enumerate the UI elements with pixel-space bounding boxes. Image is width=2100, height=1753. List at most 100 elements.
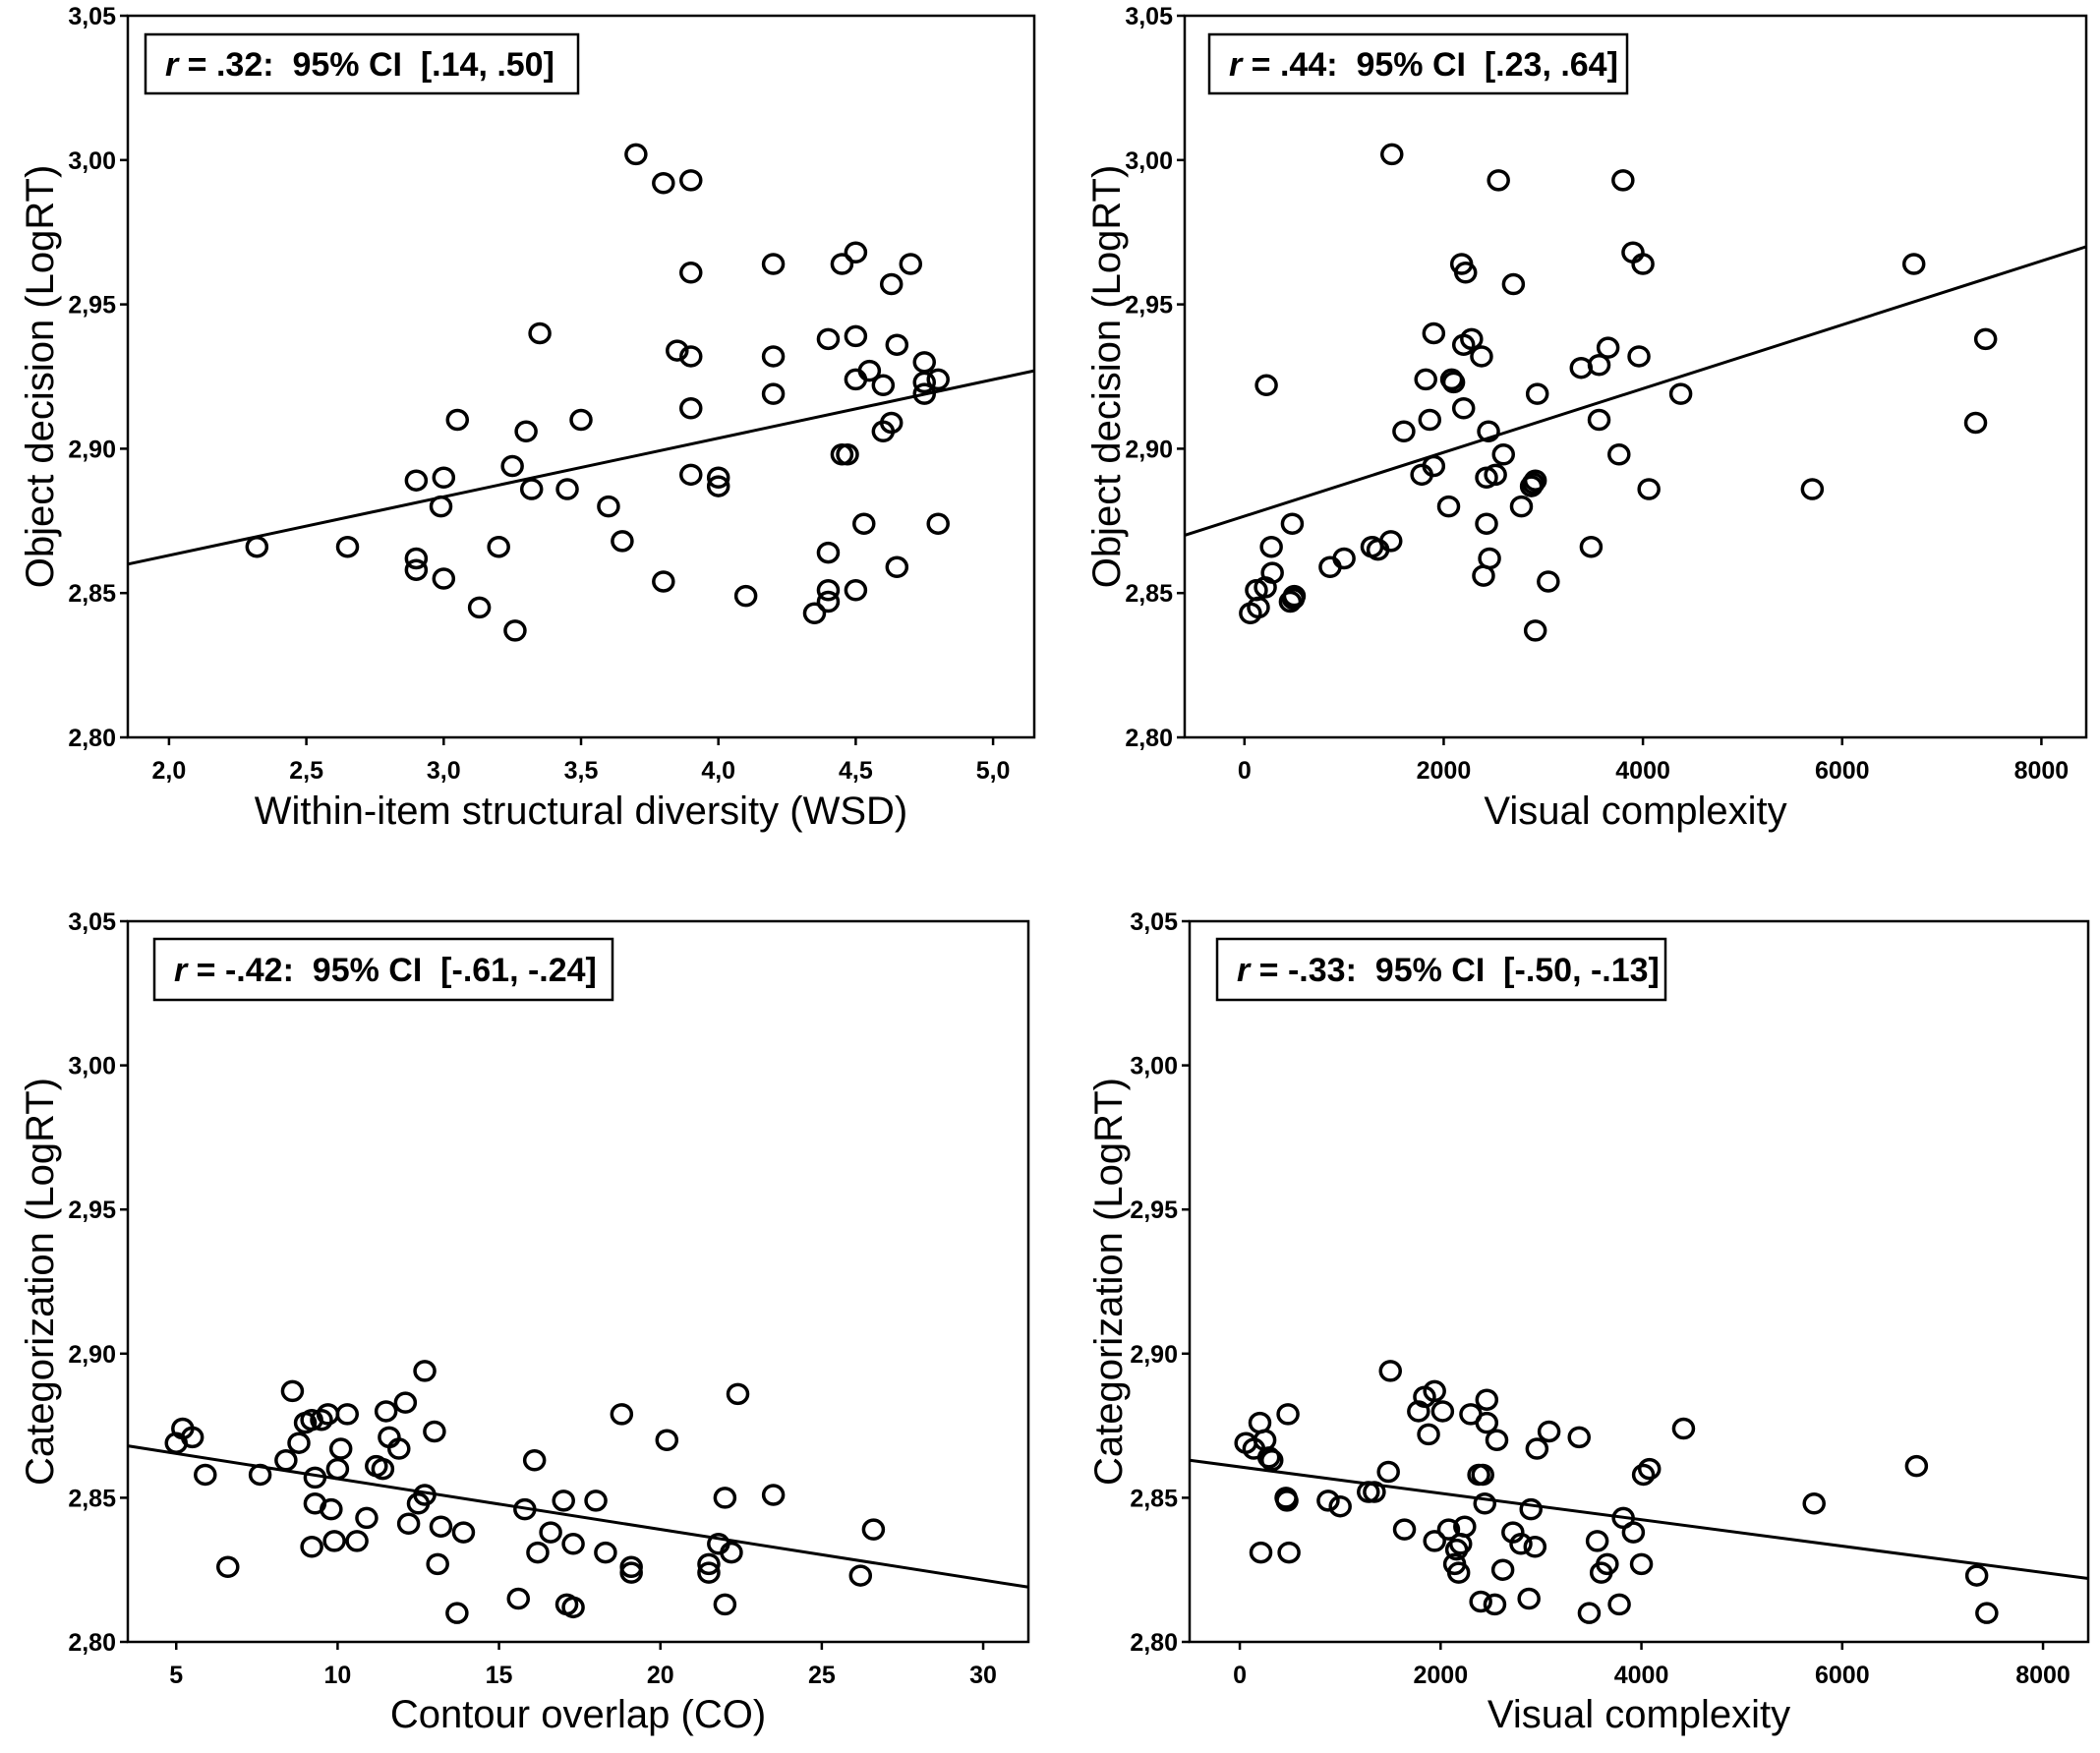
data-point xyxy=(655,1429,679,1452)
data-point xyxy=(844,579,868,602)
data-point xyxy=(423,1420,446,1443)
data-point xyxy=(1423,1530,1446,1552)
data-point xyxy=(1392,1518,1417,1541)
data-point xyxy=(513,1497,537,1521)
correlation-annotation-box xyxy=(1215,937,1667,1002)
data-point xyxy=(1577,1602,1602,1624)
data-point xyxy=(552,1490,575,1512)
x-tick-label: 5 xyxy=(169,1662,183,1689)
y-tick-label: 3,00 xyxy=(68,147,116,175)
x-axis-label: Visual complexity xyxy=(1488,1693,1790,1736)
data-point xyxy=(335,535,360,558)
x-tick-label: 3,0 xyxy=(427,757,461,785)
correlation-r-symbol: r xyxy=(1237,952,1252,989)
regression-line xyxy=(127,369,1035,566)
data-point xyxy=(871,374,896,397)
x-tick-label: 30 xyxy=(969,1662,997,1689)
data-point xyxy=(393,1391,418,1414)
y-axis-label: Object decision (LogRT) xyxy=(19,165,62,589)
x-tick-label: 10 xyxy=(323,1662,351,1689)
data-point xyxy=(1249,1541,1273,1564)
data-point xyxy=(1281,587,1306,611)
data-point xyxy=(597,495,620,518)
data-point xyxy=(1363,1481,1386,1503)
x-tick-label: 2000 xyxy=(1417,757,1472,785)
data-point xyxy=(1637,478,1661,500)
data-point xyxy=(1276,1403,1300,1426)
data-point xyxy=(519,478,544,500)
y-tick-label: 2,80 xyxy=(68,725,116,752)
data-point xyxy=(1525,382,1549,405)
data-point xyxy=(816,590,841,614)
correlation-annotation: r = -.33: 95% CI [-.50, -.13] xyxy=(1237,952,1660,989)
data-point xyxy=(1453,1515,1477,1538)
x-tick-label: 20 xyxy=(647,1662,674,1689)
y-tick-label: 2,90 xyxy=(1130,1341,1178,1369)
data-point xyxy=(1473,1492,1496,1515)
data-point xyxy=(1378,530,1403,553)
x-tick-label: 2000 xyxy=(1413,1662,1468,1689)
data-point xyxy=(555,478,579,500)
data-point xyxy=(1596,1552,1619,1576)
data-point xyxy=(1441,371,1466,394)
x-tick-label: 3,5 xyxy=(564,757,599,785)
data-point xyxy=(1278,590,1303,614)
y-tick-label: 3,05 xyxy=(1130,908,1178,936)
x-tick-label: 8000 xyxy=(2015,1662,2071,1689)
data-point xyxy=(322,1530,346,1552)
data-point xyxy=(320,1497,343,1521)
data-point xyxy=(1596,336,1620,359)
correlation-annotation: r = -.42: 95% CI [-.61, -.24] xyxy=(174,952,597,989)
data-point xyxy=(1256,1446,1281,1469)
data-point xyxy=(844,324,868,348)
data-point xyxy=(879,411,904,435)
data-point xyxy=(1517,1587,1541,1610)
data-point xyxy=(679,463,703,487)
data-point xyxy=(1523,1535,1547,1558)
y-tick-label: 3,00 xyxy=(1130,1053,1178,1081)
data-point xyxy=(1490,1558,1515,1581)
data-point xyxy=(404,469,429,492)
data-point xyxy=(1523,469,1547,492)
plot-frame xyxy=(1183,14,2088,739)
data-point xyxy=(1509,495,1534,518)
data-point xyxy=(666,339,689,362)
data-point xyxy=(1800,478,1825,500)
data-point xyxy=(180,1426,204,1449)
data-point xyxy=(584,1490,608,1512)
data-point xyxy=(1392,420,1416,443)
data-point xyxy=(1607,443,1631,466)
x-tick-label: 2,5 xyxy=(289,757,323,785)
data-point xyxy=(1422,321,1446,345)
y-tick-label: 2,95 xyxy=(1130,1197,1178,1224)
data-point xyxy=(1668,382,1693,405)
y-tick-label: 2,85 xyxy=(68,580,116,608)
correlation-ci-text: = .44: 95% CI [.23, .64] xyxy=(1242,46,1618,84)
data-point xyxy=(300,1535,323,1558)
x-tick-label: 15 xyxy=(486,1662,513,1689)
x-tick-label: 25 xyxy=(808,1662,836,1689)
data-point xyxy=(404,558,429,581)
data-point xyxy=(652,570,675,593)
correlation-r-symbol: r xyxy=(174,952,189,989)
data-point xyxy=(1469,1590,1492,1613)
data-point xyxy=(1964,1564,1989,1587)
data-point xyxy=(1523,619,1547,642)
data-point xyxy=(355,1506,379,1530)
data-point xyxy=(528,321,552,345)
data-point xyxy=(1611,169,1635,192)
y-tick-label: 2,90 xyxy=(68,436,116,463)
data-point xyxy=(713,1593,737,1616)
x-tick-label: 0 xyxy=(1233,1662,1247,1689)
data-point xyxy=(1567,1426,1591,1449)
correlation-ci-text: = -.33: 95% CI [-.50, -.13] xyxy=(1250,952,1660,989)
y-axis-label: Categorization (LogRT) xyxy=(19,1078,62,1486)
x-tick-label: 4,0 xyxy=(701,757,735,785)
y-tick-label: 2,85 xyxy=(68,1485,116,1512)
data-point xyxy=(1453,262,1478,284)
data-point xyxy=(926,368,950,391)
data-point xyxy=(1275,1490,1299,1512)
data-point xyxy=(1901,253,1926,275)
data-point xyxy=(1376,1460,1400,1484)
panel-categorization-visual-complexity: 2,80 2,85 2,90 2,95 3,00 3,05 0 2000 4000 6000 800… xyxy=(1087,908,2090,1736)
